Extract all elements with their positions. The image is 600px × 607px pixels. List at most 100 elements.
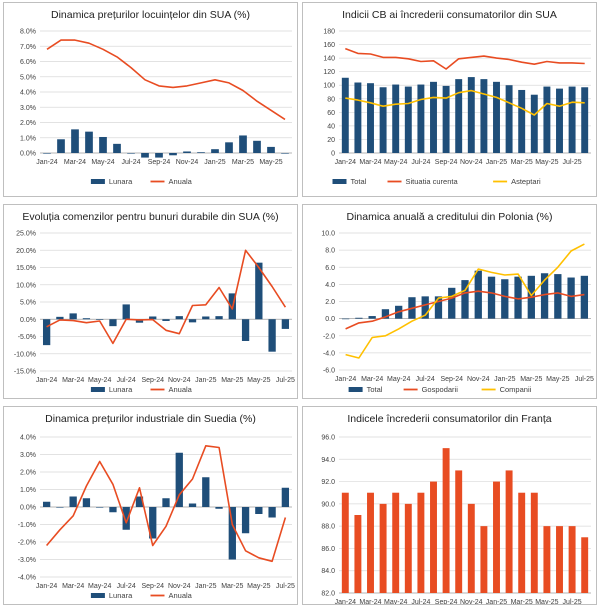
chart-title: Dinamica anuală a creditului din Polonia… (346, 211, 552, 223)
bar-indice (455, 470, 463, 593)
y-tick-label: 94.0 (321, 457, 335, 464)
bar-lunara (135, 319, 144, 323)
y-tick-label: -15.0% (14, 369, 36, 376)
bar-total (580, 275, 589, 319)
x-tick-label: Mar-24 (359, 599, 381, 604)
x-tick-label: Jul-24 (121, 159, 140, 166)
bar-lunara (149, 507, 157, 539)
x-tick-label: Sep-24 (141, 583, 164, 590)
x-tick-label: Jul-25 (563, 159, 582, 166)
legend-swatch-lunara (90, 387, 105, 392)
bar-lunara (162, 498, 170, 507)
bar-indice (467, 503, 475, 593)
legend-label-anuala: Anuala (169, 591, 193, 600)
x-tick-label: Jul-24 (411, 159, 430, 166)
y-tick-label: 80 (327, 96, 335, 103)
bar-lunara (211, 149, 219, 153)
y-tick-label: 0.0% (20, 151, 36, 158)
y-tick-label: 25.0% (16, 231, 36, 238)
bar-indice (568, 526, 576, 593)
bar-total (514, 276, 522, 319)
y-tick-label: 10.0 (321, 231, 335, 238)
x-tick-label: Jan-25 (195, 583, 217, 590)
y-tick-label: 2.0 (325, 299, 335, 306)
bar-total (556, 88, 563, 153)
bar-total (567, 277, 575, 319)
x-tick-label: Nov-24 (168, 377, 191, 384)
bar-lunara (268, 319, 276, 352)
x-tick-label: May-25 (535, 599, 558, 604)
y-tick-label: 84.0 (321, 568, 335, 575)
chart-title: Dinamica prețurilor industriale din Sued… (45, 413, 256, 425)
x-tick-label: Jul-24 (117, 583, 136, 590)
line-asteptari (345, 89, 585, 116)
x-tick-label: Jul-24 (416, 376, 435, 383)
bar-lunara (113, 143, 121, 153)
y-tick-label: 20.0% (16, 248, 36, 255)
y-tick-label: 1.0% (20, 135, 36, 142)
bar-indice (417, 492, 425, 593)
legend-label-anuala: Anuala (169, 177, 193, 186)
chart-svg: Evoluția comenzilor pentru bunuri durabi… (14, 211, 295, 394)
legend-label-total: Total (351, 177, 367, 186)
y-tick-label: 120 (323, 69, 335, 76)
bar-lunara (71, 129, 79, 153)
chart-panel-us-durable-goods: Evoluția comenzilor pentru bunuri durabi… (3, 204, 298, 399)
bar-total (568, 86, 576, 153)
y-tick-label: 15.0% (16, 265, 36, 272)
bar-total (543, 86, 551, 153)
y-tick-label: 3.0% (20, 452, 36, 459)
line-anuala (45, 444, 287, 563)
bar-total (430, 81, 437, 153)
y-tick-label: 88.0 (321, 524, 335, 531)
bar-lunara (197, 152, 205, 153)
bar-total (455, 79, 463, 153)
y-tick-label: 5.0% (20, 300, 36, 307)
bar-total (448, 287, 456, 319)
x-tick-label: May-24 (91, 159, 114, 166)
line-anuala (46, 39, 286, 121)
bar-lunara (69, 313, 77, 320)
bar-lunara (281, 153, 289, 154)
y-tick-label: -6.0 (323, 368, 335, 375)
x-tick-label: May-25 (546, 376, 569, 383)
x-tick-label: Jan-25 (486, 159, 508, 166)
x-tick-label: Sep-24 (148, 159, 171, 166)
bar-lunara (42, 319, 51, 346)
y-tick-label: 82.0 (321, 591, 335, 598)
bar-indice (581, 537, 589, 593)
x-tick-label: Nov-24 (467, 376, 490, 383)
chart-panel-france-consumer-confidence: Indicele încrederii consumatorilor din F… (302, 406, 597, 605)
y-tick-label: 92.0 (321, 479, 335, 486)
bar-lunara (155, 153, 163, 158)
line-companii (345, 243, 585, 359)
bar-lunara (183, 151, 191, 153)
y-tick-label: 160 (323, 42, 335, 49)
x-tick-label: Sep-24 (440, 376, 463, 383)
x-tick-label: Jan-24 (36, 377, 58, 384)
bar-lunara (96, 507, 104, 508)
y-tick-label: 4.0% (20, 435, 36, 442)
bar-lunara (149, 316, 157, 320)
bar-lunara (42, 501, 51, 507)
legend-swatch-total (332, 179, 347, 184)
bar-total (355, 317, 363, 319)
chart-svg: Dinamica prețurilor locuințelor din SUA … (20, 9, 292, 186)
bar-indice (354, 515, 362, 593)
chart-panel-poland-credit: Dinamica anuală a creditului din Polonia… (302, 204, 597, 399)
bar-total (341, 318, 350, 320)
bar-lunara (96, 319, 104, 320)
chart-title: Indicele încrederii consumatorilor din F… (347, 413, 551, 425)
line-gospodarii (345, 290, 585, 330)
y-tick-label: 40 (327, 123, 335, 130)
bar-indice (430, 481, 437, 593)
bar-total (421, 296, 429, 319)
x-tick-label: Sep-24 (141, 377, 164, 384)
bar-lunara (253, 140, 261, 153)
line-anuala (46, 249, 287, 345)
bar-total (461, 280, 469, 319)
bar-indice (493, 481, 500, 593)
bar-total (367, 83, 374, 153)
legend-label-total: Total (367, 385, 383, 394)
bar-lunara (175, 316, 183, 320)
